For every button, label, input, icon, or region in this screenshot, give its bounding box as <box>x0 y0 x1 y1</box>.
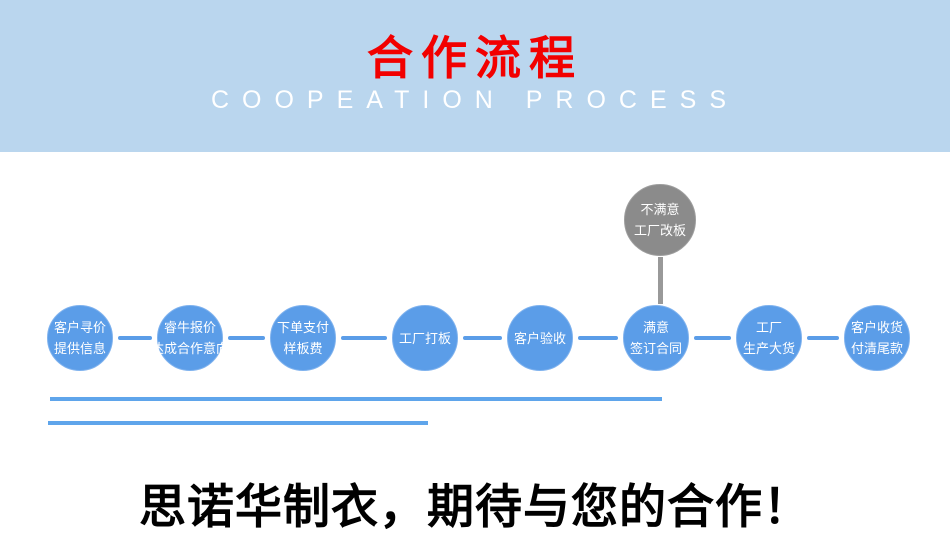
flow-connector-line <box>807 336 839 340</box>
node-label-line: 不满意 <box>640 202 680 217</box>
node-label-line: 下单支付 <box>276 320 329 335</box>
cooperation-process-banner: 合作流程 COOPEATION PROCESS <box>0 0 950 152</box>
flow-connector-line <box>118 336 152 340</box>
flow-step-node-4: 工厂打板 <box>392 305 458 371</box>
node-label-line: 生产大货 <box>742 341 795 356</box>
node-label-line: 达成合作意向 <box>151 341 230 356</box>
banner-title: 合作流程 <box>367 32 583 84</box>
underline-primary <box>50 397 662 401</box>
flow-connector-line <box>694 336 731 340</box>
banner-subtitle: COOPEATION PROCESS <box>210 86 740 114</box>
flow-step-node-5: 客户验收 <box>507 305 573 371</box>
flow-step-node-2: 睿牛报价达成合作意向 <box>151 305 229 371</box>
node-label-line: 样板费 <box>283 341 323 356</box>
node-label-line: 客户寻价 <box>53 320 106 335</box>
flow-connector-line <box>578 336 618 340</box>
node-label-line: 提供信息 <box>53 341 106 356</box>
flow-step-node-6: 满意 签订合同 <box>623 305 689 371</box>
flow-connector-line <box>463 336 502 340</box>
node-label-line: 工厂改板 <box>633 223 686 238</box>
flow-step-node-7: 工厂 生产大货 <box>736 305 802 371</box>
node-label-line: 客户收货 <box>850 320 903 335</box>
node-label-line: 睿牛报价 <box>163 320 216 335</box>
node-label-line: 工厂 <box>755 320 782 335</box>
node-label-line: 满意 <box>642 320 669 335</box>
reject-node: 不满意 工厂改板 <box>624 184 696 256</box>
node-label-line: 签订合同 <box>629 341 682 356</box>
flow-connector-line <box>228 336 265 340</box>
footer-headline: 思诺华制衣，期待与您的合作！ <box>139 482 811 534</box>
underline-secondary <box>48 421 428 425</box>
flow-connector-line <box>341 336 387 340</box>
flow-step-node-3: 下单支付 样板费 <box>270 305 336 371</box>
node-label-line: 工厂打板 <box>398 330 451 346</box>
flow-step-node-8: 客户收货 付清尾款 <box>844 305 910 371</box>
node-label-line: 客户验收 <box>513 330 566 346</box>
flow-diagram: 客户寻价 提供信息 睿牛报价 达成合作意向 下单支付 样板费 工厂打板 客户验收 满意 签订合同工… <box>47 184 910 371</box>
flow-step-node-1: 客户寻价 提供信息 <box>47 305 113 371</box>
node-label-line: 付清尾款 <box>850 341 903 356</box>
reject-connector-line <box>657 257 663 304</box>
